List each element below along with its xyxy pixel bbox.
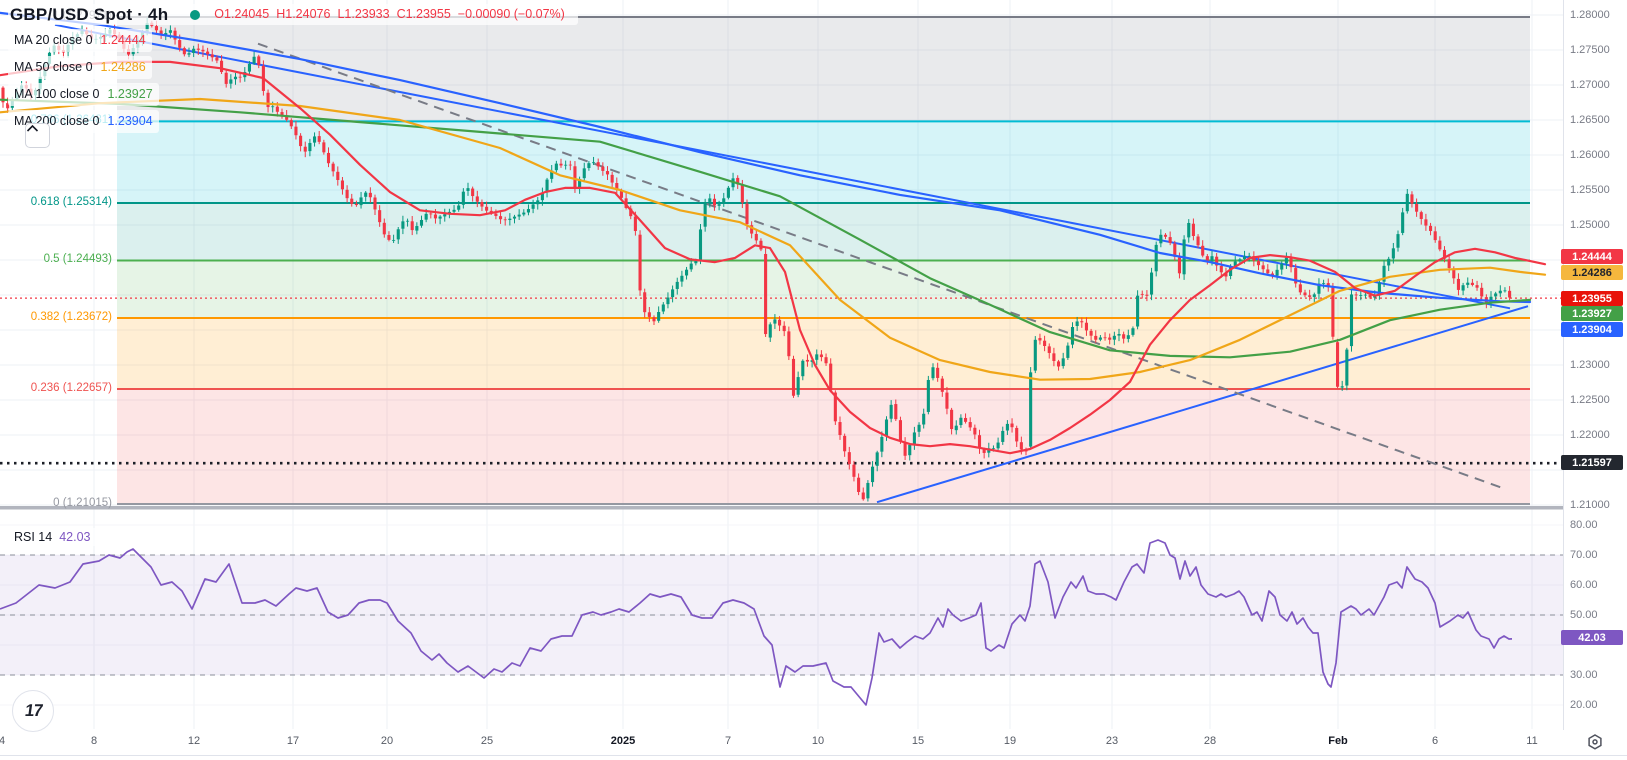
rsi-line[interactable] xyxy=(0,539,1513,706)
rsi-tick: 50.00 xyxy=(1570,609,1598,621)
price-axis[interactable] xyxy=(1563,0,1627,753)
rsi-pane xyxy=(0,539,1563,706)
fib-label-text: 0.382 (1.23672) xyxy=(30,310,112,323)
time-label: 19 xyxy=(1003,735,1017,747)
time-label: 15 xyxy=(911,735,925,747)
ma-line-ma50[interactable] xyxy=(0,97,1547,381)
legend: GBP/USD Spot · 4h O1.24045 H1.24076 L1.239… xyxy=(8,4,578,137)
close-value: C1.23955 xyxy=(396,7,451,21)
time-label: Feb xyxy=(1328,735,1348,747)
symbol-title: GBP/USD Spot · 4h xyxy=(10,5,169,24)
price-tick: 1.28000 xyxy=(1570,9,1610,21)
ma-line-ma200[interactable] xyxy=(0,11,1532,304)
symbol-row[interactable]: GBP/USD Spot · 4h O1.24045 H1.24076 L1.239… xyxy=(8,4,578,25)
ma-legend-row-2[interactable]: MA 50 close 0 1.24286 xyxy=(8,56,152,79)
fib-band xyxy=(117,203,1530,261)
ma-value: 1.23927 xyxy=(107,87,153,101)
pane-divider[interactable] xyxy=(0,506,1627,510)
time-label: 10 xyxy=(811,735,825,747)
high-value: H1.24076 xyxy=(276,7,331,21)
rsi-value: 42.03 xyxy=(59,530,91,544)
rsi-tick: 30.00 xyxy=(1570,669,1598,681)
time-label: 20 xyxy=(380,735,394,747)
chevron-up-icon xyxy=(26,124,39,132)
descending-trendline[interactable] xyxy=(54,23,1511,310)
ohlc-values: O1.24045 H1.24076 L1.23933 C1.23955 −0.00090… xyxy=(214,5,572,24)
change-value: −0.00090 (−0.07%) xyxy=(457,7,565,21)
time-label: 4 xyxy=(0,735,6,747)
ma-value: 1.24286 xyxy=(100,60,146,74)
rsi-tick: 70.00 xyxy=(1570,549,1598,561)
axis-badge: 1.23904 xyxy=(1561,322,1623,337)
time-label: 17 xyxy=(286,735,300,747)
fib-band xyxy=(117,121,1530,204)
time-label: 6 xyxy=(1431,735,1439,747)
rsi-label: RSI 14 xyxy=(14,530,53,544)
ma-line-ma100[interactable] xyxy=(0,98,1532,359)
ma-label: MA 50 close 0 xyxy=(14,60,93,74)
price-tick: 1.25500 xyxy=(1570,184,1610,196)
axis-badge: 1.23955 xyxy=(1561,291,1623,306)
rsi-tick: 60.00 xyxy=(1570,579,1598,591)
fib-label-text: 0.5 (1.24493) xyxy=(43,253,112,266)
candlestick-series xyxy=(1,17,1512,502)
ma-label: MA 20 close 0 xyxy=(14,33,93,47)
price-tick: 1.26500 xyxy=(1570,114,1610,126)
ma-legend-row-3[interactable]: MA 100 close 0 1.23927 xyxy=(8,83,159,106)
open-value: O1.24045 xyxy=(214,7,270,21)
market-status-icon xyxy=(190,9,201,20)
price-tick: 1.21000 xyxy=(1570,499,1610,511)
time-label: 23 xyxy=(1105,735,1119,747)
time-label: 8 xyxy=(90,735,98,747)
rsi-tick: 80.00 xyxy=(1570,519,1598,531)
time-label: 7 xyxy=(724,735,732,747)
price-tick: 1.23000 xyxy=(1570,359,1610,371)
tradingview-logo-glyph: 17 xyxy=(23,701,43,720)
price-tick: 1.22500 xyxy=(1570,394,1610,406)
fib-retracement xyxy=(117,16,1530,505)
price-tick: 1.27500 xyxy=(1570,44,1610,56)
legend-collapse-button[interactable] xyxy=(25,123,50,148)
axis-badge: 42.03 xyxy=(1561,630,1623,645)
time-axis[interactable] xyxy=(0,730,1627,756)
price-tick: 1.26000 xyxy=(1570,149,1610,161)
low-value: L1.23933 xyxy=(337,7,390,21)
time-label: 28 xyxy=(1203,735,1217,747)
axis-badge: 1.21597 xyxy=(1561,455,1623,470)
price-tick: 1.25000 xyxy=(1570,219,1610,231)
axis-badge: 1.24286 xyxy=(1561,265,1623,280)
price-tick: 1.22000 xyxy=(1570,429,1610,441)
price-tick: 1.27000 xyxy=(1570,79,1610,91)
axis-badge: 1.24444 xyxy=(1561,249,1623,264)
fib-band xyxy=(117,389,1530,504)
fib-label-text: 0 (1.21015) xyxy=(53,496,112,509)
ascending-trendline[interactable] xyxy=(876,305,1529,504)
ma-value: 1.24444 xyxy=(100,33,146,47)
time-label: 11 xyxy=(1526,735,1538,747)
ma-legend-row-1[interactable]: MA 20 close 0 1.24444 xyxy=(8,29,152,52)
time-label: 2025 xyxy=(610,735,636,747)
time-label: 12 xyxy=(187,735,201,747)
fib-label-text: 0.618 (1.25314) xyxy=(30,196,112,209)
ma-value: 1.23904 xyxy=(107,114,153,128)
ma-line-ma20[interactable] xyxy=(0,60,1547,455)
axis-badge: 1.23927 xyxy=(1561,306,1623,321)
tradingview-logo[interactable]: 17 xyxy=(12,690,54,732)
rsi-tick: 20.00 xyxy=(1570,699,1598,711)
time-label: 25 xyxy=(480,735,494,747)
rsi-legend-row[interactable]: RSI 14 42.03 xyxy=(8,528,97,546)
fib-label-text: 0.236 (1.22657) xyxy=(30,382,112,394)
ma-label: MA 100 close 0 xyxy=(14,87,100,101)
ma-label: MA 200 close 0 xyxy=(14,114,100,128)
